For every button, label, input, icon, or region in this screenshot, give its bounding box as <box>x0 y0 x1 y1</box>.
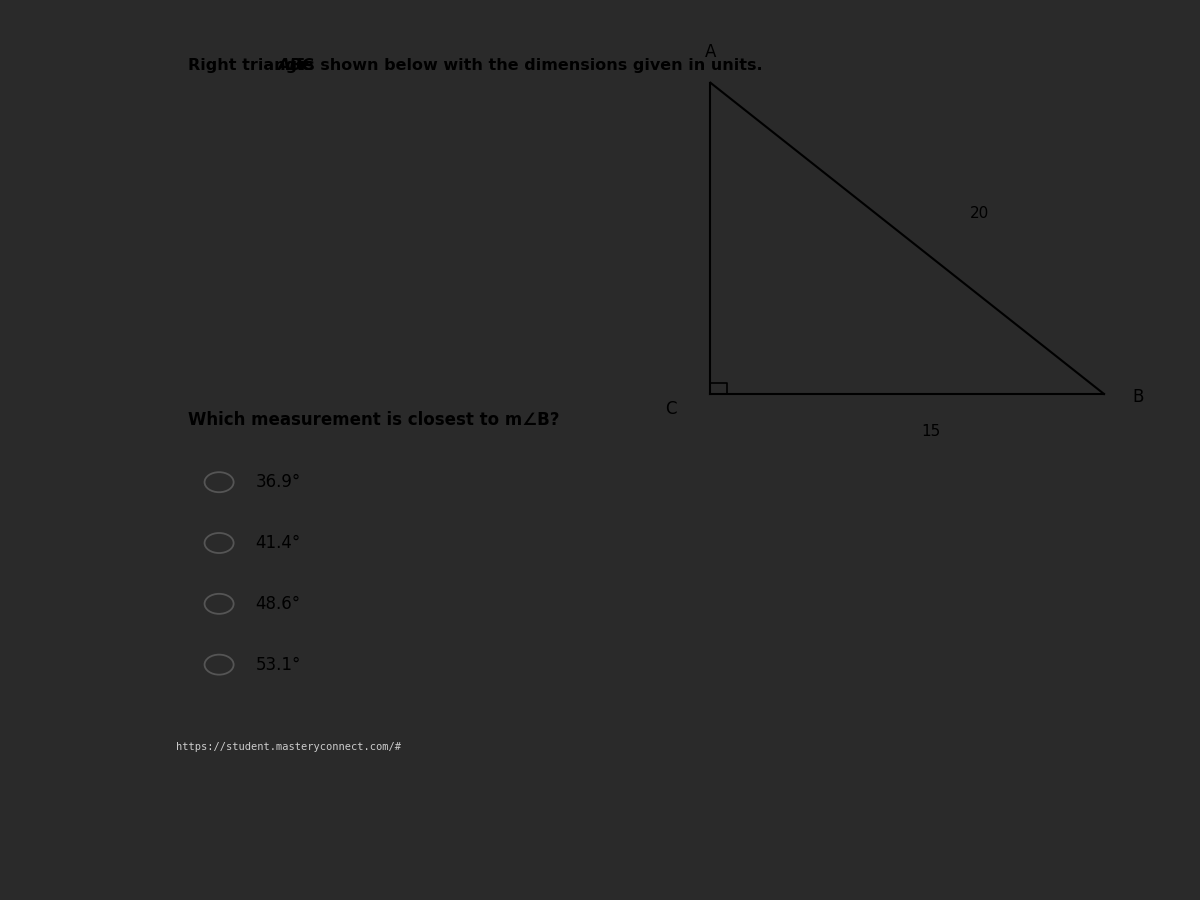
Text: is shown below with the dimensions given in units.: is shown below with the dimensions given… <box>294 58 762 73</box>
Text: 15: 15 <box>922 424 941 439</box>
Text: Right triangle: Right triangle <box>188 58 319 73</box>
Text: 36.9°: 36.9° <box>256 473 301 491</box>
Text: B: B <box>1133 388 1144 406</box>
Text: Which measurement is closest to m∠B?: Which measurement is closest to m∠B? <box>188 410 559 428</box>
Text: https://student.masteryconnect.com/#: https://student.masteryconnect.com/# <box>176 742 401 752</box>
Text: C: C <box>665 400 677 418</box>
Text: 53.1°: 53.1° <box>256 655 301 673</box>
Text: 20: 20 <box>970 206 989 220</box>
Text: A: A <box>704 43 716 61</box>
Text: ABC: ABC <box>277 58 313 73</box>
Text: 41.4°: 41.4° <box>256 534 301 552</box>
Text: 48.6°: 48.6° <box>256 595 300 613</box>
